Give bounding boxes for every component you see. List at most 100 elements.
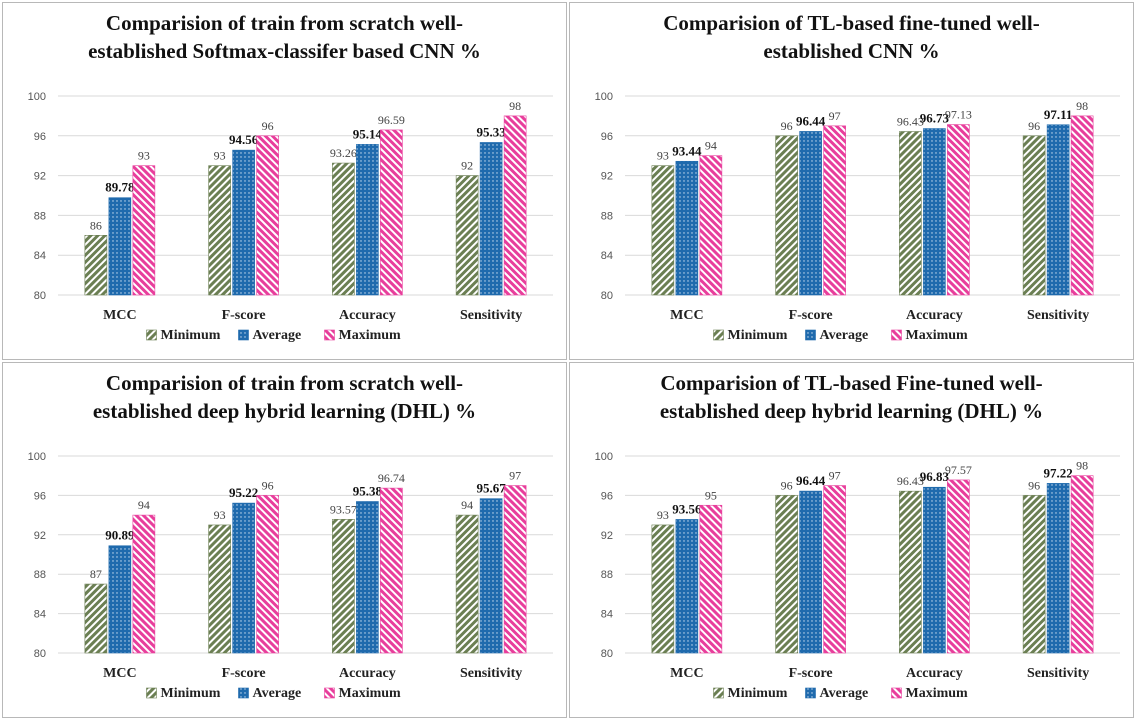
y-tick-label: 80 — [34, 290, 46, 302]
legend-label-average: Average — [253, 686, 302, 701]
bar-maximum-f-score — [823, 125, 846, 296]
chart-title-line-1: Comparision of TL-based Fine-tuned well- — [660, 371, 1043, 395]
legend-label-maximum: Maximum — [906, 328, 969, 343]
y-tick-label: 96 — [601, 490, 613, 502]
chart-panel-1: Comparision of train from scratch well- … — [2, 2, 567, 360]
legend-label-maximum: Maximum — [339, 686, 402, 701]
chart-title: Comparision of train from scratch well- … — [3, 369, 566, 425]
data-label: 96.43 — [897, 115, 924, 129]
data-label: 93 — [657, 508, 669, 522]
data-label: 93.57 — [330, 502, 357, 516]
data-label: 96 — [262, 478, 274, 492]
data-label: 94.56 — [229, 132, 259, 147]
data-label: 97.57 — [945, 463, 972, 477]
chart-panel-4: Comparision of TL-based Fine-tuned well-… — [569, 362, 1134, 718]
x-category-label: F-score — [222, 666, 266, 681]
data-label: 89.78 — [105, 180, 135, 195]
chart-panel-3: Comparision of train from scratch well- … — [2, 362, 567, 718]
bar-maximum-mcc — [699, 155, 723, 296]
bar-maximum-mcc — [132, 165, 156, 296]
bar-minimum-mcc — [651, 524, 675, 654]
chart-title: Comparision of train from scratch well- … — [3, 9, 566, 65]
bar-maximum-f-score — [256, 135, 279, 296]
y-tick-label: 96 — [601, 131, 613, 143]
y-tick-label: 84 — [34, 250, 46, 262]
bar-maximum-sensitivity — [503, 485, 527, 654]
data-label: 96 — [262, 119, 274, 133]
data-label: 96 — [1028, 478, 1040, 492]
data-label: 96.59 — [378, 113, 405, 127]
bar-average-f-score — [799, 490, 822, 654]
legend-swatch-average — [238, 329, 249, 341]
legend-swatch-minimum — [713, 329, 724, 341]
data-label: 95 — [705, 488, 717, 502]
bar-maximum-f-score — [256, 495, 279, 654]
y-tick-label: 92 — [34, 530, 46, 542]
x-category-label: MCC — [103, 666, 136, 681]
y-tick-label: 80 — [601, 290, 613, 302]
data-label: 93 — [138, 149, 150, 163]
chart-title-line-1: Comparision of train from scratch well- — [105, 371, 464, 395]
bar-average-f-score — [232, 149, 255, 296]
y-tick-label: 100 — [28, 451, 46, 463]
x-category-label: MCC — [670, 308, 703, 323]
y-tick-label: 88 — [34, 569, 46, 581]
bar-average-mcc — [675, 160, 699, 296]
legend-swatch-maximum — [891, 329, 902, 341]
bar-minimum-sensitivity — [455, 514, 479, 654]
y-tick-label: 80 — [34, 648, 46, 660]
bar-minimum-accuracy — [332, 162, 355, 296]
data-label: 95.67 — [477, 481, 507, 496]
data-label: 94 — [138, 498, 150, 512]
chart-title: Comparision of TL-based Fine-tuned well-… — [570, 369, 1133, 425]
data-label: 93 — [657, 149, 669, 163]
y-tick-label: 84 — [34, 609, 46, 621]
legend-label-minimum: Minimum — [161, 328, 221, 343]
bar-average-accuracy — [923, 486, 946, 654]
data-label: 96.83 — [920, 469, 950, 484]
x-category-label: Accuracy — [339, 308, 396, 323]
legend-label-maximum: Maximum — [339, 328, 402, 343]
chart-title-line-2: established CNN % — [763, 39, 940, 63]
data-label: 97.11 — [1044, 107, 1073, 122]
bar-average-mcc — [108, 197, 132, 296]
y-tick-label: 88 — [601, 210, 613, 222]
x-category-label: Accuracy — [339, 666, 396, 681]
data-label: 96 — [781, 119, 793, 133]
bar-average-mcc — [108, 545, 132, 654]
bar-minimum-f-score — [208, 165, 231, 296]
x-category-label: Accuracy — [906, 308, 963, 323]
data-label: 93.26 — [330, 146, 357, 160]
bar-average-f-score — [232, 502, 255, 654]
chart-panel-2: Comparision of TL-based fine-tuned well-… — [569, 2, 1134, 360]
y-tick-label: 92 — [34, 171, 46, 183]
bar-minimum-mcc — [84, 583, 108, 654]
data-label: 92 — [461, 159, 473, 173]
y-tick-label: 100 — [595, 91, 613, 103]
data-label: 93 — [214, 508, 226, 522]
bar-minimum-accuracy — [899, 490, 922, 654]
bar-maximum-accuracy — [380, 487, 403, 654]
y-tick-label: 84 — [601, 609, 613, 621]
y-tick-label: 100 — [28, 91, 46, 103]
bar-average-f-score — [799, 131, 822, 296]
data-label: 95.33 — [477, 124, 507, 139]
legend-label-maximum: Maximum — [906, 686, 969, 701]
legend-label-average: Average — [253, 328, 302, 343]
bar-maximum-sensitivity — [1070, 475, 1094, 654]
data-label: 96.74 — [378, 471, 405, 485]
bar-minimum-sensitivity — [1022, 495, 1046, 654]
chart-title: Comparision of TL-based fine-tuned well-… — [570, 9, 1133, 65]
legend-swatch-minimum — [146, 329, 157, 341]
bar-maximum-mcc — [132, 514, 156, 654]
data-label: 96 — [1028, 119, 1040, 133]
data-label: 93.56 — [672, 501, 702, 516]
y-tick-label: 88 — [34, 210, 46, 222]
bar-average-accuracy — [356, 501, 379, 654]
data-label: 98 — [1076, 99, 1088, 113]
bar-average-sensitivity — [1046, 483, 1070, 654]
bar-average-sensitivity — [479, 498, 503, 654]
legend-label-average: Average — [820, 686, 869, 701]
y-tick-label: 96 — [34, 490, 46, 502]
